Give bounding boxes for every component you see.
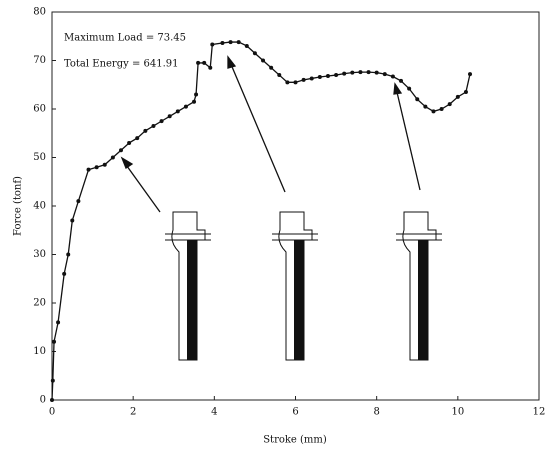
- data-point: [184, 105, 188, 109]
- x-tick-label: 10: [451, 407, 464, 418]
- y-tick-label: 10: [33, 346, 46, 357]
- data-point: [237, 40, 241, 44]
- data-point: [391, 75, 395, 79]
- x-tick-label: 2: [130, 407, 136, 418]
- data-point: [326, 74, 330, 78]
- data-point: [95, 165, 99, 169]
- x-tick-label: 0: [49, 407, 55, 418]
- data-point: [342, 72, 346, 76]
- data-point: [56, 320, 60, 324]
- y-tick-label: 70: [33, 55, 46, 66]
- data-point: [277, 73, 281, 77]
- data-point: [143, 129, 147, 133]
- x-tick-label: 6: [292, 407, 298, 418]
- data-point: [415, 97, 419, 101]
- data-point: [220, 41, 224, 45]
- data-point: [103, 163, 107, 167]
- data-point: [202, 61, 206, 65]
- data-point: [151, 124, 155, 128]
- arrow-head: [228, 57, 235, 68]
- data-point: [119, 148, 123, 152]
- data-point: [350, 71, 354, 75]
- x-tick-label: 12: [533, 407, 546, 418]
- data-point: [310, 76, 314, 80]
- y-tick-label: 60: [33, 104, 46, 115]
- data-point: [399, 79, 403, 83]
- data-point: [285, 80, 289, 84]
- arrow: [230, 62, 285, 192]
- data-point: [253, 51, 257, 55]
- data-point: [334, 73, 338, 77]
- data-point: [468, 72, 472, 76]
- y-tick-label: 20: [33, 298, 46, 309]
- data-point: [367, 70, 371, 74]
- data-point: [448, 102, 452, 106]
- data-point: [229, 40, 233, 44]
- x-axis-label: Stroke (mm): [263, 435, 327, 446]
- data-point: [160, 119, 164, 123]
- data-point: [456, 95, 460, 99]
- part-sketches: [165, 212, 442, 360]
- data-point: [245, 44, 249, 48]
- y-tick-label: 50: [33, 152, 46, 163]
- arrows: [122, 57, 420, 212]
- data-point: [168, 114, 172, 118]
- data-point: [269, 66, 273, 70]
- data-point: [375, 71, 379, 75]
- data-point: [192, 100, 196, 104]
- data-point: [87, 168, 91, 172]
- data-point: [62, 272, 66, 276]
- data-point: [76, 199, 80, 203]
- data-point: [135, 136, 139, 140]
- data-point: [210, 42, 214, 46]
- arrow-head: [394, 84, 401, 94]
- chart: Maximum Load = 73.45 Total Energy = 641.…: [0, 0, 546, 452]
- x-tick-label: 8: [373, 407, 379, 418]
- data-point: [51, 379, 55, 383]
- data-point: [261, 59, 265, 63]
- data-point: [318, 75, 322, 79]
- data-point: [196, 61, 200, 65]
- y-tick-label: 0: [40, 395, 46, 406]
- y-tick-label: 30: [33, 249, 46, 260]
- part-sketch: [165, 212, 211, 360]
- annotation: Maximum Load = 73.45: [64, 33, 186, 44]
- data-point: [194, 92, 198, 96]
- data-point: [423, 105, 427, 109]
- arrow-head: [122, 158, 132, 168]
- data-point: [302, 78, 306, 82]
- data-point: [66, 253, 70, 257]
- x-tick-label: 4: [211, 407, 217, 418]
- data-point: [111, 156, 115, 160]
- part-sketch: [272, 212, 318, 360]
- data-point: [176, 109, 180, 113]
- data-point: [440, 107, 444, 111]
- y-tick-label: 80: [33, 7, 46, 18]
- arrow: [396, 88, 420, 190]
- arrow: [124, 162, 160, 212]
- data-point: [50, 398, 54, 402]
- part-sketch: [396, 212, 442, 360]
- data-point: [464, 90, 468, 94]
- data-point: [294, 80, 298, 84]
- y-tick-label: 40: [33, 201, 46, 212]
- data-point: [52, 340, 56, 344]
- data-point: [431, 109, 435, 113]
- data-point: [127, 141, 131, 145]
- data-point: [383, 72, 387, 76]
- y-axis-label: Force (tonf): [13, 176, 24, 236]
- data-point: [208, 66, 212, 70]
- data-point: [358, 70, 362, 74]
- data-point: [70, 219, 74, 223]
- page: {"chart_data": {"type": "line", "x_label…: [0, 0, 546, 452]
- data-point: [407, 87, 411, 91]
- annotation: Total Energy = 641.91: [64, 59, 179, 70]
